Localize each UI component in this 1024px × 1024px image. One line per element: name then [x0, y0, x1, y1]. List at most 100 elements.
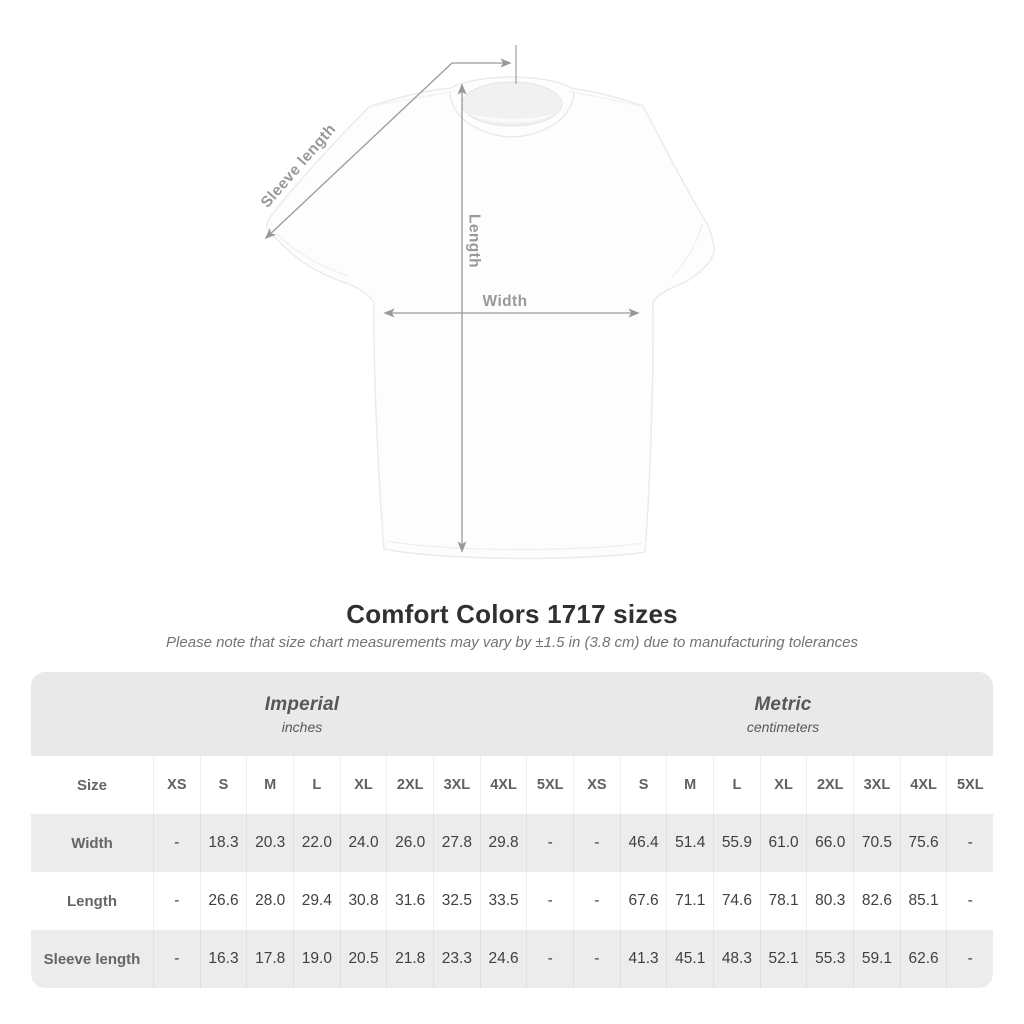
size-header-2xl-metric: 2XL — [806, 756, 853, 814]
measurement-value-imperial: 29.8 — [479, 814, 527, 872]
measurement-value-metric: - — [573, 930, 620, 988]
size-header-m-metric: M — [666, 756, 713, 814]
measurement-value-imperial: 28.0 — [246, 872, 293, 930]
measurement-value-imperial: - — [153, 814, 200, 872]
size-chart-note: Please note that size chart measurements… — [166, 634, 858, 651]
measurement-value-metric: - — [573, 814, 620, 872]
size-header-3xl-imperial: 3XL — [433, 756, 480, 814]
sleeve-length-line — [264, 62, 453, 240]
measurement-value-metric: 48.3 — [713, 930, 760, 988]
row-label: Length — [67, 892, 117, 910]
right-sleeve-hem-seam — [671, 223, 703, 278]
imperial-unit-group: Imperial inches — [31, 672, 573, 756]
size-header-l-imperial: L — [293, 756, 340, 814]
size-header-l-metric: L — [713, 756, 760, 814]
table-row-width: Width -18.3 20.3 22.0 24.0 26.0 27.8 29.8- -46.4… — [31, 814, 993, 872]
tshirt-body — [266, 76, 715, 560]
row-label: Width — [71, 834, 113, 852]
size-header-3xl-metric: 3XL — [853, 756, 900, 814]
measurement-value-imperial: 17.8 — [246, 930, 293, 988]
width-label: Width — [483, 293, 528, 310]
measurement-value-imperial: 33.5 — [479, 872, 527, 930]
measurement-value-metric: - — [573, 872, 620, 930]
left-sleeve-hem-seam — [275, 232, 349, 277]
measurement-value-imperial: 29.4 — [293, 872, 340, 930]
unit-header-band: Imperial inches Metric centimeters — [31, 672, 993, 756]
measurement-value-metric: 85.1 — [899, 872, 947, 930]
table-row-sleeve-length: Sleeve length -16.3 17.8 19.0 20.5 21.8 23.3 24… — [31, 930, 993, 988]
size-header-5xl-imperial: 5XL — [526, 756, 573, 814]
size-header-2xl-imperial: 2XL — [386, 756, 433, 814]
measurement-value-imperial: 31.6 — [386, 872, 433, 930]
row-label: Sleeve length — [43, 950, 141, 968]
bottom-hem-seam — [386, 540, 643, 551]
size-column-header: Size — [76, 776, 107, 794]
measurement-value-imperial: 24.6 — [479, 930, 527, 988]
collar-band — [449, 91, 575, 138]
metric-label: Metric — [754, 693, 812, 715]
measurement-value-metric: 61.0 — [759, 814, 807, 872]
size-header-m-imperial: M — [246, 756, 293, 814]
measurement-value-imperial: 22.0 — [293, 814, 340, 872]
size-header-xl-imperial: XL — [339, 756, 387, 814]
size-header-s-metric: S — [619, 756, 667, 814]
measurement-value-metric: 46.4 — [619, 814, 667, 872]
measurement-value-metric: 75.6 — [899, 814, 947, 872]
imperial-unit-label: inches — [281, 718, 323, 735]
measurement-value-metric: 70.5 — [853, 814, 900, 872]
collar-inner-highlight — [468, 112, 556, 123]
measurement-value-imperial: 27.8 — [433, 814, 480, 872]
measurement-value-metric: - — [946, 930, 993, 988]
metric-unit-group: Metric centimeters — [573, 672, 993, 756]
size-grid: Size XS S M L XL 2XL 3XL 4XL 5XL XS S M L XL 2XL 3XL 4XL 5… — [31, 756, 993, 988]
length-label: Length — [466, 214, 483, 268]
size-header-4xl-imperial: 4XL — [479, 756, 527, 814]
measurement-value-imperial: 16.3 — [199, 930, 247, 988]
measurement-value-metric: 67.6 — [619, 872, 667, 930]
size-chart-title: Comfort Colors 1717 sizes — [346, 599, 678, 629]
table-header-row: Size XS S M L XL 2XL 3XL 4XL 5XL XS S M L XL 2XL 3XL 4XL 5… — [31, 756, 993, 814]
size-header-s-imperial: S — [199, 756, 247, 814]
measurement-value-metric: 41.3 — [619, 930, 667, 988]
measurement-value-imperial: - — [153, 930, 200, 988]
measurement-value-metric: 80.3 — [806, 872, 853, 930]
measurement-value-imperial: 21.8 — [386, 930, 433, 988]
measurement-value-imperial: - — [153, 872, 200, 930]
table-row-length: Length -26.6 28.0 29.4 30.8 31.6 32.5 33.5- -67.… — [31, 872, 993, 930]
size-header-xs-metric: XS — [573, 756, 620, 814]
measurement-value-imperial: 32.5 — [433, 872, 480, 930]
measurement-value-imperial: 20.3 — [246, 814, 293, 872]
measurement-value-metric: 78.1 — [759, 872, 807, 930]
measurement-value-metric: 52.1 — [759, 930, 807, 988]
measurement-value-metric: 59.1 — [853, 930, 900, 988]
size-header-5xl-metric: 5XL — [946, 756, 993, 814]
measurement-value-imperial: 30.8 — [339, 872, 387, 930]
measurement-value-imperial: 20.5 — [339, 930, 387, 988]
size-table: Imperial inches Metric centimeters Size X… — [31, 672, 993, 988]
metric-unit-label: centimeters — [746, 718, 820, 735]
measurement-value-metric: 82.6 — [853, 872, 900, 930]
measurement-value-imperial: 23.3 — [433, 930, 480, 988]
measurement-value-metric: - — [946, 872, 993, 930]
size-header-4xl-metric: 4XL — [899, 756, 947, 814]
tshirt-measurement-diagram: Sleeve length Length Width — [258, 45, 715, 560]
right-shoulder-seam — [568, 90, 641, 107]
measurement-value-imperial: - — [526, 814, 573, 872]
measurement-value-imperial: 18.3 — [199, 814, 247, 872]
measurement-value-metric: 66.0 — [806, 814, 853, 872]
measurement-value-metric: 55.3 — [806, 930, 853, 988]
measurement-value-metric: - — [946, 814, 993, 872]
measurement-value-metric: 74.6 — [713, 872, 760, 930]
measurement-value-metric: 45.1 — [666, 930, 713, 988]
measurement-value-imperial: 26.6 — [199, 872, 247, 930]
size-header-xs-imperial: XS — [153, 756, 200, 814]
measurement-value-imperial: 26.0 — [386, 814, 433, 872]
size-header-xl-metric: XL — [759, 756, 807, 814]
measurement-value-imperial: - — [526, 930, 573, 988]
measurement-value-imperial: 19.0 — [293, 930, 340, 988]
measurement-value-imperial: 24.0 — [339, 814, 387, 872]
measurement-value-metric: 62.6 — [899, 930, 947, 988]
measurement-value-metric: 71.1 — [666, 872, 713, 930]
imperial-label: Imperial — [264, 693, 340, 715]
